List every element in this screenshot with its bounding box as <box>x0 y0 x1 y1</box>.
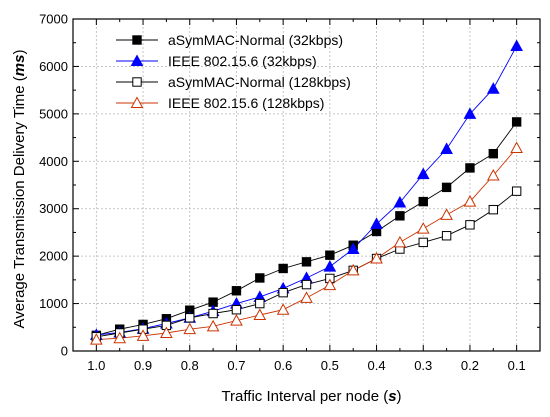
data-point-series-0 <box>231 286 242 296</box>
data-point-series-3 <box>510 141 523 154</box>
data-point-series-0 <box>465 163 475 173</box>
x-tick-label: 1.0 <box>87 358 105 373</box>
data-point-series-3 <box>136 329 150 341</box>
x-axis-title: Traffic Interval per node (s) <box>221 388 401 405</box>
y-axis-title: Average Transmission Delivery Time (ms) <box>11 50 28 329</box>
legend-marker-2 <box>132 77 142 87</box>
x-tick-label: 0.7 <box>227 358 245 373</box>
x-tick-label: 0.1 <box>508 358 526 373</box>
y-tick-label: 2000 <box>39 249 68 264</box>
data-point-series-1 <box>393 196 407 208</box>
data-point-series-1 <box>346 242 360 255</box>
x-axis-title-suffix: ) <box>397 388 402 405</box>
data-point-series-2 <box>278 287 288 298</box>
data-point-series-3 <box>346 263 360 276</box>
data-point-series-0 <box>418 196 428 207</box>
data-point-series-0 <box>255 273 265 283</box>
data-point-series-2 <box>465 220 475 230</box>
data-point-series-3 <box>113 331 127 344</box>
x-tick-label: 0.8 <box>181 358 199 373</box>
data-point-series-2 <box>255 298 265 309</box>
x-axis-title-prefix: Traffic Interval per node ( <box>221 388 388 405</box>
data-point-series-3 <box>253 308 267 320</box>
y-tick-label: 4000 <box>39 154 68 169</box>
y-tick-label: 5000 <box>39 106 68 121</box>
legend-marker-3 <box>130 96 144 108</box>
x-tick-label: 0.3 <box>414 358 432 373</box>
y-tick-label: 0 <box>61 344 68 359</box>
data-point-series-3 <box>183 322 197 335</box>
legend-marker-1 <box>130 54 144 66</box>
data-point-series-0 <box>488 148 499 159</box>
data-point-series-2 <box>301 279 312 290</box>
data-point-series-0 <box>301 257 312 267</box>
data-point-series-0 <box>325 250 335 260</box>
data-point-series-2 <box>488 204 499 215</box>
x-axis-title-italic: s <box>388 388 396 405</box>
data-point-series-1 <box>463 107 477 119</box>
data-point-series-2 <box>231 305 242 315</box>
data-point-series-3 <box>440 208 453 220</box>
data-point-series-0 <box>441 182 452 193</box>
data-point-series-3 <box>276 303 290 315</box>
data-point-series-3 <box>463 195 477 207</box>
legend-label: IEEE 802.15.6 (32kbps) <box>168 53 317 69</box>
data-point-series-3 <box>160 326 173 338</box>
data-point-series-3 <box>393 235 407 248</box>
data-point-series-0 <box>511 117 522 127</box>
data-point-series-3 <box>230 314 243 326</box>
data-point-series-1 <box>440 142 453 154</box>
data-point-series-3 <box>486 168 500 181</box>
legend-label: aSymMAC-Normal (128kbps) <box>168 74 351 90</box>
y-axis-title-suffix: ) <box>11 50 28 55</box>
data-point-series-2 <box>418 237 428 248</box>
data-point-series-0 <box>395 211 405 221</box>
legend-label: aSymMAC-Normal (32kbps) <box>168 32 343 48</box>
legend-label: IEEE 802.15.6 (128kbps) <box>168 95 324 111</box>
y-axis-title-prefix: Average Transmission Delivery Time ( <box>11 76 28 328</box>
data-point-series-2 <box>185 313 195 323</box>
y-tick-label: 7000 <box>39 12 68 27</box>
data-point-series-2 <box>511 186 522 196</box>
y-tick-label: 3000 <box>39 201 68 216</box>
y-axis-title-italic: ms <box>11 55 28 77</box>
data-point-series-3 <box>206 319 220 332</box>
data-point-series-0 <box>278 263 288 274</box>
legend-marker-0 <box>132 35 142 45</box>
x-tick-label: 0.9 <box>134 358 152 373</box>
data-point-series-1 <box>510 39 523 52</box>
data-point-series-1 <box>370 217 383 229</box>
data-point-series-3 <box>300 291 313 303</box>
data-point-series-3 <box>370 251 383 264</box>
data-point-series-1 <box>323 260 337 272</box>
data-point-series-2 <box>208 308 218 319</box>
x-tick-label: 0.6 <box>274 358 292 373</box>
data-point-series-2 <box>441 231 452 241</box>
y-tick-label: 6000 <box>39 59 68 74</box>
data-point-series-3 <box>323 278 337 291</box>
y-tick-label: 1000 <box>39 296 68 311</box>
data-point-series-1 <box>416 167 430 180</box>
x-tick-label: 0.2 <box>461 358 479 373</box>
data-point-series-3 <box>416 222 430 234</box>
data-point-series-1 <box>486 82 500 94</box>
data-point-series-3 <box>90 333 103 345</box>
x-tick-label: 0.5 <box>321 358 339 373</box>
x-tick-label: 0.4 <box>368 358 386 373</box>
